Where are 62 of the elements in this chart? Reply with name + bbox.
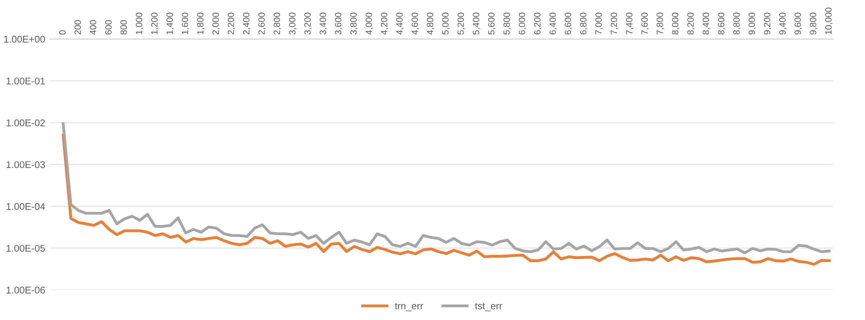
- legend-label: tst_err: [474, 302, 502, 312]
- x-tick-label: 4,000: [366, 12, 374, 35]
- x-tick-label: 9,200: [764, 12, 772, 34]
- x-tick-label: 5,200: [458, 12, 465, 35]
- x-tick-label: 8,000: [672, 12, 680, 34]
- x-tick-label: 0: [59, 30, 66, 35]
- x-tick-label: 7,800: [656, 12, 664, 34]
- y-tick-label: 1.00E+00: [4, 36, 45, 43]
- y-tick-label: 1.00E-02: [6, 119, 45, 126]
- x-tick-label: 4,400: [396, 12, 404, 35]
- x-tick-label: 3,400: [320, 12, 328, 35]
- x-tick-label: 7,400: [626, 12, 634, 34]
- x-tick-label: 7,600: [641, 12, 649, 34]
- x-tick-label: 1,800: [197, 12, 205, 34]
- x-tick-label: 7,200: [610, 12, 618, 34]
- x-tick-label: 1,400: [166, 12, 174, 34]
- x-tick-label: 9,800: [810, 12, 818, 34]
- x-tick-label: 6,000: [518, 12, 526, 34]
- x-tick-label: 2,800: [274, 12, 282, 34]
- x-tick-label: 5,000: [442, 12, 450, 35]
- x-tick-label: 3,000: [289, 12, 296, 35]
- x-tick-label: 9,400: [779, 12, 787, 34]
- line-series: [62, 134, 831, 266]
- y-tick-label: 1.00E-03: [6, 161, 45, 168]
- x-tick-label: 9,600: [794, 12, 802, 34]
- x-tick-label: 1,600: [182, 12, 190, 34]
- y-tick-label: 1.00E-04: [6, 203, 46, 210]
- x-tick-label: 7,000: [595, 12, 603, 34]
- x-tick-label: 6,600: [564, 12, 572, 34]
- x-tick-label: 10,000: [825, 8, 833, 34]
- legend-label: trn_err: [394, 302, 424, 312]
- x-tick-label: 6,200: [534, 12, 542, 34]
- x-tick-label: 9,000: [748, 12, 756, 34]
- line-series: [62, 122, 831, 254]
- x-tick-label: 400: [90, 20, 96, 35]
- x-tick-label: 1,000: [136, 12, 144, 34]
- x-tick-label: 5,800: [503, 12, 511, 35]
- x-tick-label: 8,200: [687, 12, 695, 34]
- y-tick-label: 1.00E-05: [6, 244, 45, 252]
- x-tick-label: 600: [105, 20, 112, 34]
- x-tick-label: 5,600: [488, 12, 496, 35]
- x-tick-label: 5,400: [472, 12, 480, 35]
- x-tick-label: 6,800: [580, 12, 588, 34]
- x-tick-label: 3,800: [350, 12, 358, 35]
- x-tick-label: 2,600: [258, 12, 266, 34]
- x-tick-label: 4,600: [412, 12, 420, 35]
- x-tick-label: 3,600: [334, 12, 342, 35]
- x-tick-label: 8,600: [718, 12, 726, 34]
- x-tick-label: 2,200: [228, 12, 236, 34]
- x-tick-label: 4,800: [426, 12, 434, 35]
- x-tick-label: 2,000: [212, 12, 220, 34]
- y-tick-label: 1.00E-01: [6, 78, 45, 84]
- x-tick-label: 8,800: [733, 12, 741, 34]
- x-tick-label: 4,200: [380, 12, 388, 35]
- x-tick-label: 1,200: [151, 12, 159, 34]
- y-tick-label: 1.00E-06: [6, 286, 45, 294]
- x-tick-label: 6,400: [549, 12, 557, 34]
- x-tick-label: 200: [74, 20, 81, 34]
- x-tick-label: 800: [120, 20, 127, 34]
- x-tick-label: 8,400: [702, 12, 710, 34]
- x-tick-label: 3,200: [304, 12, 312, 35]
- x-tick-label: 2,400: [243, 12, 251, 34]
